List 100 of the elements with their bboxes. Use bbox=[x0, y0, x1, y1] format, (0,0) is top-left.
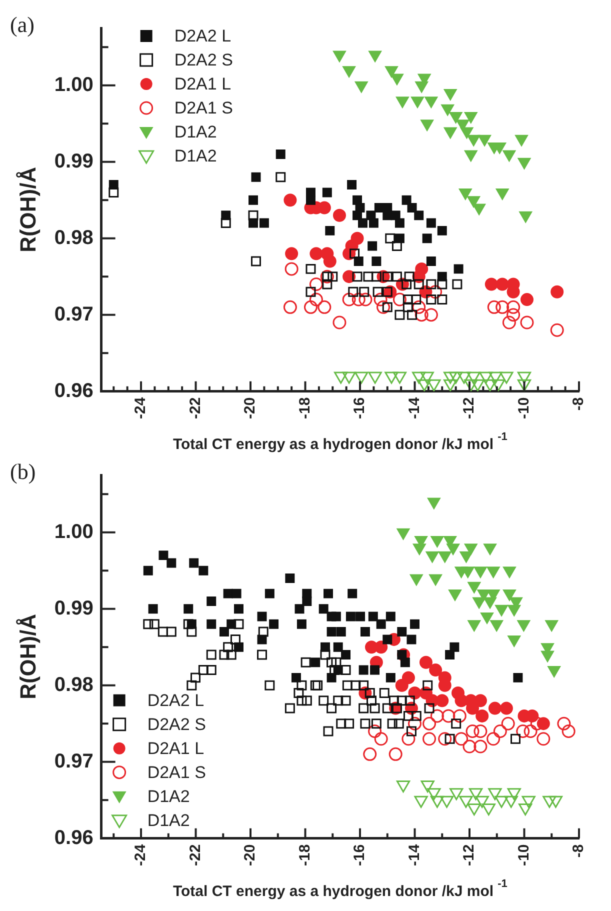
point bbox=[496, 300, 510, 314]
point bbox=[336, 627, 346, 637]
x-tick-label: -24 bbox=[132, 844, 150, 866]
point bbox=[394, 234, 404, 244]
point bbox=[445, 650, 455, 660]
point bbox=[410, 96, 424, 108]
point bbox=[500, 702, 513, 715]
point bbox=[454, 264, 464, 274]
point bbox=[476, 709, 489, 722]
point bbox=[322, 279, 332, 290]
point bbox=[276, 149, 286, 159]
point bbox=[396, 96, 409, 108]
point bbox=[420, 120, 434, 132]
point bbox=[466, 724, 480, 738]
point bbox=[323, 254, 336, 268]
legend-label: D2A1 L bbox=[174, 74, 232, 94]
point bbox=[248, 210, 258, 220]
point bbox=[206, 596, 216, 606]
y-tick-label: 0.96 bbox=[54, 380, 94, 402]
point bbox=[415, 262, 428, 276]
point bbox=[148, 604, 158, 614]
point bbox=[502, 316, 516, 330]
point bbox=[462, 740, 476, 754]
point bbox=[444, 89, 457, 101]
y-tick-label: 0.96 bbox=[54, 826, 94, 849]
x-tick-label: -16 bbox=[351, 844, 368, 866]
point bbox=[506, 300, 520, 314]
point bbox=[318, 300, 332, 314]
point bbox=[363, 747, 377, 761]
y-tick-label: 1.00 bbox=[54, 74, 94, 96]
y-axis-title: R(OH)/Å bbox=[15, 614, 40, 700]
point bbox=[143, 566, 153, 576]
point bbox=[452, 279, 462, 290]
point bbox=[422, 716, 436, 730]
point bbox=[342, 292, 356, 306]
point bbox=[514, 134, 528, 146]
point bbox=[452, 709, 466, 723]
x-tick-label: -24 bbox=[132, 396, 150, 420]
point bbox=[411, 294, 422, 305]
point bbox=[436, 694, 449, 708]
legend-label: D2A2 S bbox=[147, 715, 206, 734]
point bbox=[234, 642, 244, 652]
point bbox=[467, 134, 480, 146]
point bbox=[444, 127, 457, 139]
point bbox=[304, 300, 318, 314]
point bbox=[394, 218, 404, 228]
point bbox=[483, 544, 497, 556]
point bbox=[186, 619, 196, 629]
point bbox=[306, 286, 316, 297]
x-tick-label: -22 bbox=[186, 397, 204, 420]
point bbox=[259, 218, 269, 228]
point bbox=[257, 634, 267, 644]
point bbox=[472, 204, 486, 216]
point bbox=[331, 612, 341, 622]
point bbox=[412, 300, 426, 314]
point bbox=[374, 292, 388, 306]
x-tick-label: -16 bbox=[351, 397, 368, 420]
point bbox=[356, 612, 366, 622]
point bbox=[386, 612, 396, 622]
point bbox=[424, 96, 438, 108]
y-tick-label: 1.00 bbox=[54, 520, 94, 543]
point bbox=[390, 74, 404, 86]
point bbox=[166, 558, 176, 568]
point bbox=[449, 112, 462, 124]
x-tick-label: -22 bbox=[186, 844, 204, 866]
point bbox=[328, 272, 338, 282]
point bbox=[358, 292, 372, 306]
point bbox=[318, 604, 328, 614]
point bbox=[464, 544, 478, 556]
x-tick-label: -10 bbox=[515, 397, 532, 420]
point bbox=[352, 292, 366, 306]
point bbox=[408, 716, 422, 730]
point bbox=[326, 627, 336, 637]
point bbox=[158, 550, 168, 560]
point bbox=[472, 597, 486, 609]
chart-title: (b) bbox=[10, 459, 36, 484]
point bbox=[309, 277, 323, 291]
point bbox=[550, 323, 564, 337]
point bbox=[368, 612, 378, 622]
point bbox=[296, 619, 306, 629]
point bbox=[284, 262, 298, 276]
point bbox=[184, 604, 194, 614]
point bbox=[430, 536, 444, 548]
point bbox=[508, 635, 521, 647]
point bbox=[276, 172, 286, 182]
point bbox=[493, 724, 507, 738]
point bbox=[426, 279, 436, 290]
point bbox=[394, 310, 405, 320]
point bbox=[426, 218, 436, 228]
point bbox=[410, 619, 420, 629]
y-tick-label: 0.98 bbox=[54, 226, 94, 249]
point bbox=[464, 150, 478, 162]
point bbox=[437, 272, 447, 282]
point bbox=[487, 300, 501, 314]
point bbox=[348, 588, 358, 598]
point bbox=[206, 619, 216, 629]
point bbox=[325, 226, 335, 236]
point bbox=[404, 272, 414, 282]
point bbox=[460, 127, 474, 139]
point bbox=[198, 566, 208, 576]
